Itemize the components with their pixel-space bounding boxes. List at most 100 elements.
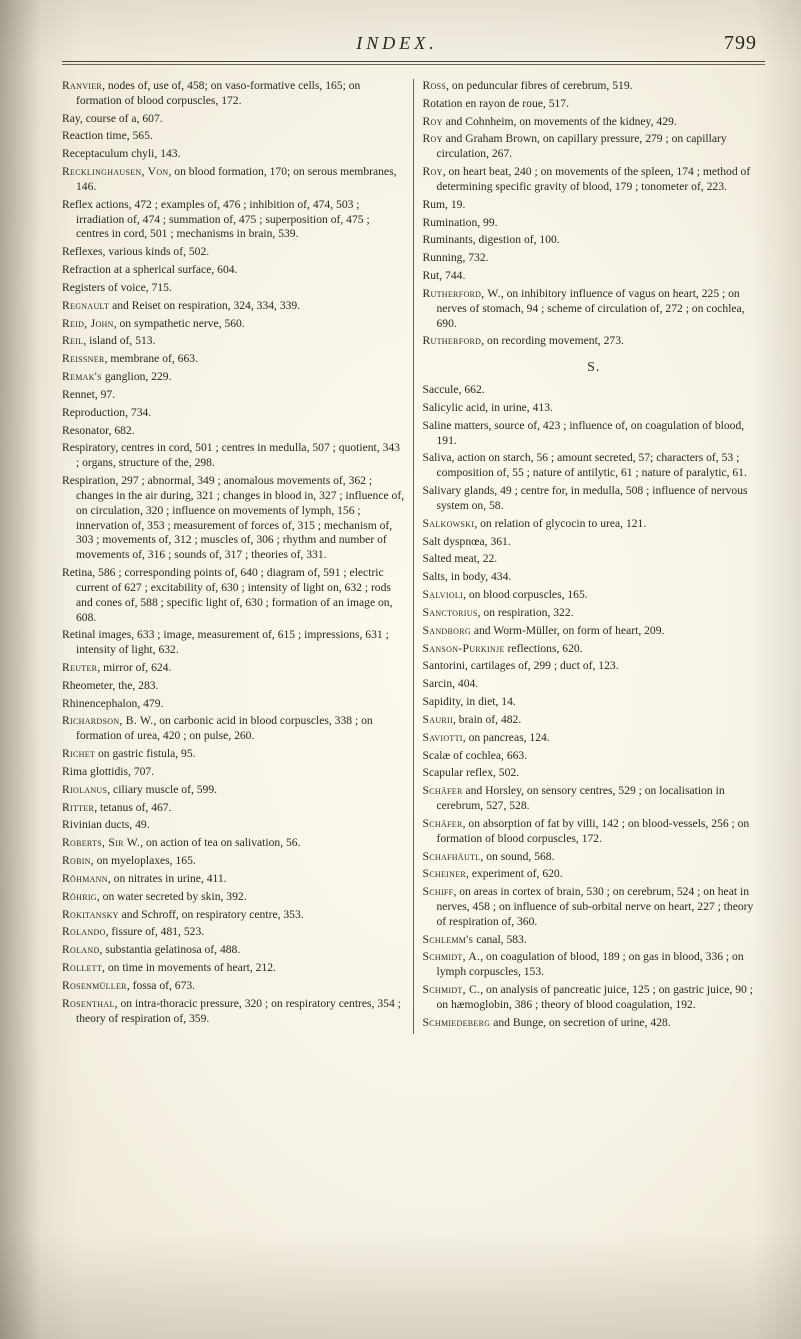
index-entry: Schlemm's canal, 583.	[423, 933, 766, 948]
index-entry: Remak's ganglion, 229.	[62, 370, 405, 385]
entry-smallcaps: Rutherford	[423, 334, 482, 347]
entry-text: Rennet, 97.	[62, 388, 115, 401]
entry-smallcaps: Sanctorius	[423, 606, 478, 619]
index-entry: Sanctorius, on respiration, 322.	[423, 606, 766, 621]
index-entry: Salt dyspnœa, 361.	[423, 535, 766, 550]
entry-text: reflections, 620.	[505, 642, 583, 655]
index-entry: Rutherford, on recording movement, 273.	[423, 334, 766, 349]
entry-text: Reflexes, various kinds of, 502.	[62, 245, 209, 258]
index-entry: Respiration, 297 ; abnormal, 349 ; anoma…	[62, 474, 405, 563]
entry-text: Salted meat, 22.	[423, 552, 498, 565]
entry-text: , fossa of, 673.	[127, 979, 195, 992]
entry-text: , on analysis of pancreatic juice, 125 ;…	[437, 983, 753, 1011]
entry-text: Rima glottidis, 707.	[62, 765, 154, 778]
entry-text: , island of, 513.	[83, 334, 155, 347]
entry-text: , on time in movements of heart, 212.	[102, 961, 276, 974]
entry-smallcaps: Reid, John	[62, 317, 114, 330]
entry-smallcaps: Schmidt, A.	[423, 950, 481, 963]
entry-smallcaps: Röhrig	[62, 890, 97, 903]
index-entry: Salicylic acid, in urine, 413.	[423, 401, 766, 416]
index-entry: Salvioli, on blood corpuscles, 165.	[423, 588, 766, 603]
index-entry: Reuter, mirror of, 624.	[62, 661, 405, 676]
index-entry: Saline matters, source of, 423 ; influen…	[423, 419, 766, 449]
index-entry: Reflex actions, 472 ; examples of, 476 ;…	[62, 198, 405, 242]
index-entry: Reflexes, various kinds of, 502.	[62, 245, 405, 260]
entry-smallcaps: Rokitansky	[62, 908, 119, 921]
index-entry: Schäfer and Horsley, on sensory centres,…	[423, 784, 766, 814]
index-entry: Rheometer, the, 283.	[62, 679, 405, 694]
index-entry: Saurii, brain of, 482.	[423, 713, 766, 728]
entry-text: Salts, in body, 434.	[423, 570, 512, 583]
entry-text: , on heart beat, 240 ; on movements of t…	[437, 165, 751, 193]
entry-text: Refraction at a spherical surface, 604.	[62, 263, 237, 276]
entry-smallcaps: Röhmann	[62, 872, 108, 885]
index-entry: Rotation en rayon de roue, 517.	[423, 97, 766, 112]
entry-text: , nodes of, use of, 458; on vaso-formati…	[76, 79, 360, 107]
index-entry: Sapidity, in diet, 14.	[423, 695, 766, 710]
entry-smallcaps: Saurii	[423, 713, 453, 726]
entry-smallcaps: Rutherford, W.	[423, 287, 501, 300]
entry-text: Sapidity, in diet, 14.	[423, 695, 516, 708]
entry-text: Rotation en rayon de roue, 517.	[423, 97, 570, 110]
entry-smallcaps: Saviotti	[423, 731, 463, 744]
index-entry: Salted meat, 22.	[423, 552, 766, 567]
entry-smallcaps: Ritter	[62, 801, 94, 814]
page-number: 799	[724, 32, 757, 55]
index-entry: Rima glottidis, 707.	[62, 765, 405, 780]
index-entry: Sandborg and Worm-Müller, on form of hea…	[423, 624, 766, 639]
entry-text: Salicylic acid, in urine, 413.	[423, 401, 553, 414]
entry-text: ganglion, 229.	[102, 370, 172, 383]
entry-text: , on areas in cortex of brain, 530 ; on …	[437, 885, 754, 928]
entry-text: , on coagulation of blood, 189 ; on gas …	[437, 950, 744, 978]
index-entry: Schäfer, on absorption of fat by villi, …	[423, 817, 766, 847]
index-entry: Rosenthal, on intra-thoracic pressure, 3…	[62, 997, 405, 1027]
index-entry: Retina, 586 ; corresponding points of, 6…	[62, 566, 405, 625]
index-entry: Recklinghausen, Von, on blood formation,…	[62, 165, 405, 195]
entry-text: Rumination, 99.	[423, 216, 498, 229]
entry-text: , membrane of, 663.	[105, 352, 198, 365]
entry-smallcaps: Rosenmüller	[62, 979, 127, 992]
entry-text: Rivinian ducts, 49.	[62, 818, 150, 831]
index-entry: Rhinencephalon, 479.	[62, 697, 405, 712]
index-entry: Schafhäutl, on sound, 568.	[423, 850, 766, 865]
index-entry: Reid, John, on sympathetic nerve, 560.	[62, 317, 405, 332]
entry-text: Respiratory, centres in cord, 501 ; cent…	[62, 441, 400, 469]
index-entry: Röhrig, on water secreted by skin, 392.	[62, 890, 405, 905]
entry-text: Retinal images, 633 ; image, measurement…	[62, 628, 389, 656]
entry-text: Saline matters, source of, 423 ; influen…	[423, 419, 745, 447]
entry-smallcaps: Schmidt, C.	[423, 983, 481, 996]
entry-text: and Schroff, on respiratory centre, 353.	[119, 908, 304, 921]
entry-text: , on sympathetic nerve, 560.	[114, 317, 245, 330]
entry-text: on gastric fistula, 95.	[95, 747, 195, 760]
entry-text: and Reiset on respiration, 324, 334, 339…	[109, 299, 300, 312]
index-entry: Saliva, action on starch, 56 ; amount se…	[423, 451, 766, 481]
entry-text: Salt dyspnœa, 361.	[423, 535, 511, 548]
entry-text: canal, 583.	[473, 933, 526, 946]
entry-text: , fissure of, 481, 523.	[106, 925, 205, 938]
entry-smallcaps: Salvioli	[423, 588, 464, 601]
index-entry: Santorini, cartilages of, 299 ; duct of,…	[423, 659, 766, 674]
index-entry: Rumination, 99.	[423, 216, 766, 231]
index-entry: Schmidt, A., on coagulation of blood, 18…	[423, 950, 766, 980]
entry-text: Ruminants, digestion of, 100.	[423, 233, 560, 246]
entry-smallcaps: Sanson-Purkinje	[423, 642, 505, 655]
entry-smallcaps: Sandborg	[423, 624, 471, 637]
entry-text: , on water secreted by skin, 392.	[97, 890, 247, 903]
entry-smallcaps: Reil	[62, 334, 83, 347]
entry-text: , brain of, 482.	[453, 713, 521, 726]
index-entry: Schmiedeberg and Bunge, on secretion of …	[423, 1016, 766, 1031]
index-entry: Rut, 744.	[423, 269, 766, 284]
index-entry: Röhmann, on nitrates in urine, 411.	[62, 872, 405, 887]
entry-text: Resonator, 682.	[62, 424, 135, 437]
entry-smallcaps: Reuter	[62, 661, 97, 674]
entry-text: , experiment of, 620.	[466, 867, 563, 880]
running-title: INDEX.	[356, 33, 438, 54]
entry-smallcaps: Schiff	[423, 885, 454, 898]
entry-text: , on blood corpuscles, 165.	[463, 588, 588, 601]
entry-smallcaps: Salkowski	[423, 517, 475, 530]
index-entry: Respiratory, centres in cord, 501 ; cent…	[62, 441, 405, 471]
index-entry: Richardson, B. W., on carbonic acid in b…	[62, 714, 405, 744]
entry-text: , on action of tea on salivation, 56.	[140, 836, 300, 849]
index-entry: Refraction at a spherical surface, 604.	[62, 263, 405, 278]
entry-smallcaps: Roy	[423, 115, 443, 128]
